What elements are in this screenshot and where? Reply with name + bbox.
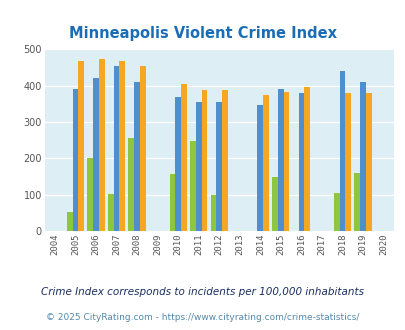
Bar (128, 138, 134, 231)
Bar (222, 90, 227, 231)
Bar (93, 78, 99, 231)
Bar (67, 212, 72, 231)
Bar (140, 66, 145, 231)
Bar (283, 92, 289, 231)
Bar (345, 93, 350, 231)
Bar (72, 89, 78, 231)
Bar (298, 93, 303, 231)
Bar (99, 59, 104, 231)
Bar (262, 94, 268, 231)
Text: © 2025 CityRating.com - https://www.cityrating.com/crime-statistics/: © 2025 CityRating.com - https://www.city… (46, 313, 359, 322)
Bar (195, 102, 201, 231)
Bar (134, 82, 140, 231)
Bar (257, 105, 262, 231)
Bar (277, 89, 283, 231)
Bar (339, 71, 345, 231)
Bar (108, 194, 113, 231)
Bar (87, 158, 93, 231)
Text: Minneapolis Violent Crime Index: Minneapolis Violent Crime Index (69, 26, 336, 41)
Bar (354, 173, 359, 231)
Bar (216, 102, 222, 231)
Text: Crime Index corresponds to incidents per 100,000 inhabitants: Crime Index corresponds to incidents per… (41, 287, 364, 297)
Bar (113, 66, 119, 231)
Bar (359, 82, 365, 231)
Bar (365, 93, 371, 231)
Bar (169, 174, 175, 231)
Bar (210, 195, 216, 231)
Bar (303, 87, 309, 231)
Bar (333, 193, 339, 231)
Bar (190, 141, 195, 231)
Bar (175, 97, 181, 231)
Bar (181, 84, 186, 231)
Bar (78, 61, 84, 231)
Bar (201, 90, 207, 231)
Bar (272, 177, 277, 231)
Bar (119, 61, 125, 231)
